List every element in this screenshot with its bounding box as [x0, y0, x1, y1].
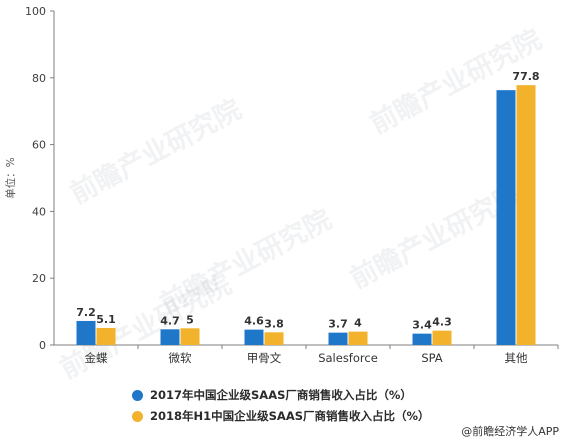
source-text: @前瞻经济学人APP	[461, 423, 559, 439]
bar-series-0	[413, 334, 432, 345]
x-tick-label: 微软	[169, 351, 192, 365]
y-tick-label: 0	[39, 339, 46, 352]
bar-series-1	[181, 328, 200, 345]
legend-swatch	[132, 411, 143, 422]
x-tick-label: 甲骨文	[247, 351, 282, 365]
y-axis-label: 单位：%	[4, 157, 17, 198]
bar-series-1	[349, 332, 368, 345]
x-tick-label: 金蝶	[85, 351, 108, 365]
legend-swatch	[132, 390, 143, 401]
legend-label: 2018年H1中国企业级SAAS厂商销售收入占比（%）	[150, 406, 430, 427]
data-label: 4	[354, 317, 362, 330]
legend-label: 2017年中国企业级SAAS厂商销售收入占比（%）	[150, 385, 412, 406]
bar-series-0	[245, 330, 264, 345]
data-label: 7.2	[76, 306, 96, 319]
data-label: 5.1	[96, 313, 116, 326]
bar-series-1	[433, 331, 452, 345]
y-tick-label: 100	[25, 5, 46, 18]
data-label: 5	[186, 313, 194, 326]
x-tick-label: 其他	[505, 351, 528, 365]
x-tick-label: Salesforce	[318, 351, 378, 365]
bar-series-0	[77, 321, 96, 345]
data-label: 4.6	[244, 315, 264, 328]
data-label: 3.8	[264, 317, 284, 330]
legend: 2017年中国企业级SAAS厂商销售收入占比（%） 2018年H1中国企业级SA…	[132, 385, 430, 427]
y-tick-label: 60	[32, 139, 46, 152]
bar-series-0	[161, 329, 180, 345]
data-label: 77.8	[512, 70, 539, 83]
y-tick-label: 80	[32, 72, 46, 85]
bar-series-1	[265, 332, 284, 345]
x-tick-label: SPA	[421, 351, 442, 365]
data-label: 4.3	[432, 316, 452, 329]
data-label: 4.7	[160, 314, 180, 327]
data-label: 3.7	[328, 318, 348, 331]
bar-series-0	[329, 333, 348, 345]
y-tick-label: 40	[32, 205, 46, 218]
legend-item-2017: 2017年中国企业级SAAS厂商销售收入占比（%）	[132, 385, 430, 406]
legend-item-2018h1: 2018年H1中国企业级SAAS厂商销售收入占比（%）	[132, 406, 430, 427]
bar-series-1	[97, 328, 116, 345]
y-tick-label: 20	[32, 272, 46, 285]
bar-series-0	[497, 90, 516, 345]
bar-series-1	[517, 85, 536, 345]
source-credit: @前瞻经济学人APP	[461, 423, 559, 439]
bar-chart: 0 20 40 60 80 100 金蝶 微软 甲骨文 Salesforce SPA 其他 7.25.…	[0, 0, 569, 380]
data-label: 3.4	[412, 319, 432, 332]
